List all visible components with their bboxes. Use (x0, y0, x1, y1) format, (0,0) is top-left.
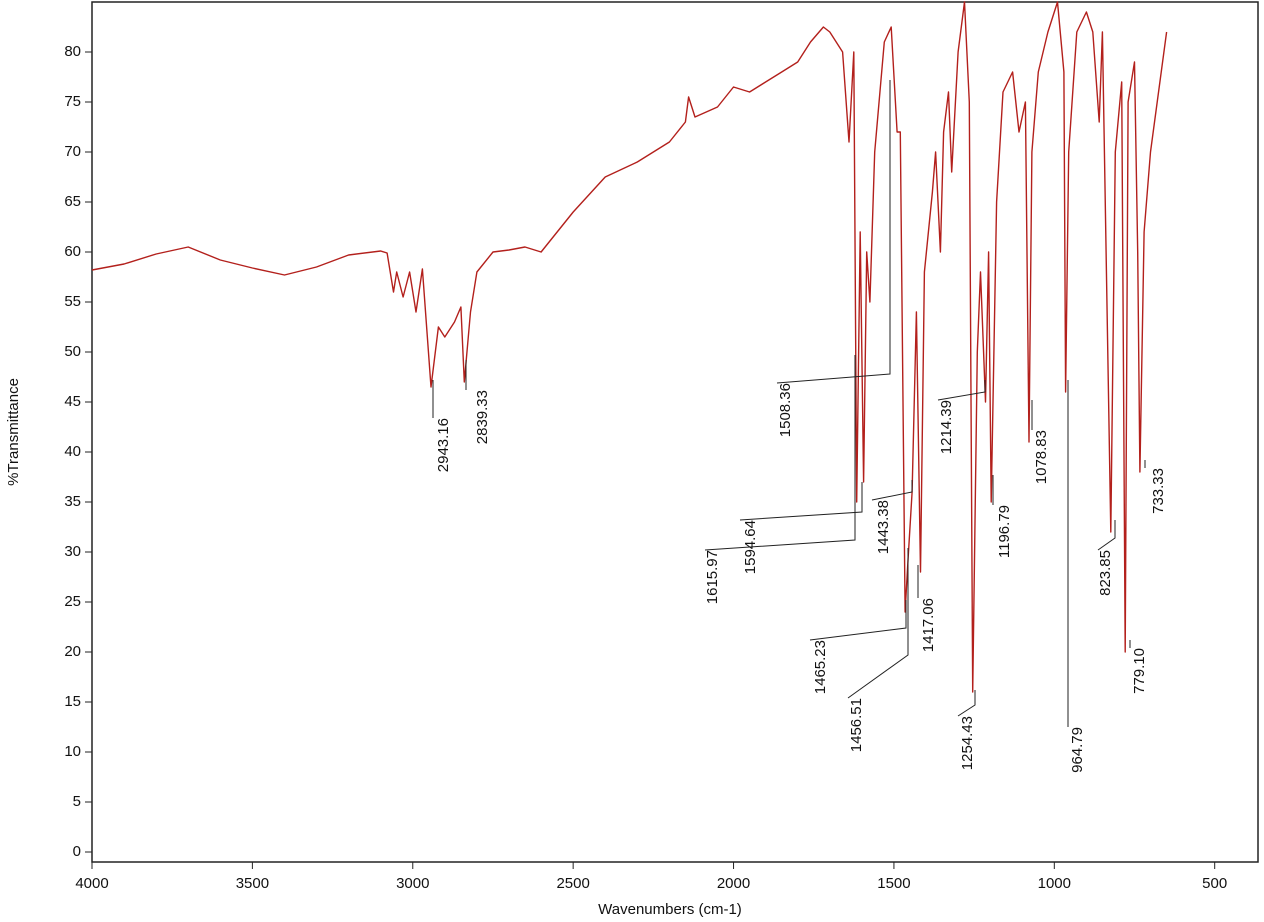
y-tick-label: 45 (64, 393, 81, 410)
y-tick-label: 20 (64, 643, 81, 660)
x-tick-label: 1000 (1038, 875, 1071, 892)
peak-label: 2839.33 (474, 390, 491, 444)
peak-label: 1254.43 (959, 716, 976, 770)
leader-line (739, 482, 863, 521)
y-tick-label: 25 (64, 593, 81, 610)
y-tick-label: 80 (64, 43, 81, 60)
x-tick-label: 2500 (556, 875, 589, 892)
x-tick-label: 3000 (396, 875, 429, 892)
peak-label: 1196.79 (996, 505, 1013, 558)
leader-line (871, 480, 913, 501)
peak-label: 1214.39 (938, 400, 955, 454)
x-tick-label: 4000 (75, 875, 108, 892)
leader-line (1097, 520, 1116, 551)
x-tick-label: 3500 (236, 875, 269, 892)
leader-line (847, 548, 909, 699)
peak-label: 823.85 (1097, 550, 1114, 596)
y-tick-label: 0 (73, 843, 81, 860)
y-tick-label: 70 (64, 143, 81, 160)
peak-label: 1443.38 (875, 500, 892, 554)
y-tick-label: 30 (64, 543, 81, 560)
peak-label: 1615.97 (704, 550, 721, 604)
y-tick-label: 75 (64, 93, 81, 110)
y-tick-label: 60 (64, 243, 81, 260)
y-tick-label: 55 (64, 293, 81, 310)
spectrum-line (91, 1, 1168, 693)
peak-label: 964.79 (1069, 727, 1086, 773)
y-tick-label: 5 (73, 793, 81, 810)
leader-line (937, 380, 986, 401)
peak-label: 733.33 (1150, 468, 1167, 514)
plot-frame (91, 1, 1259, 863)
x-tick-label: 1500 (877, 875, 910, 892)
leader-line (776, 80, 891, 384)
x-axis-label: Wavenumbers (cm-1) (598, 901, 742, 918)
peak-label: 1465.23 (812, 640, 829, 694)
x-tick-label: 500 (1202, 875, 1227, 892)
y-tick-label: 50 (64, 343, 81, 360)
leader-line (957, 690, 976, 717)
x-tick-label: 2000 (717, 875, 750, 892)
y-tick-label: 35 (64, 493, 81, 510)
y-tick-label: 15 (64, 693, 81, 710)
y-axis-label: %Transmittance (5, 378, 22, 486)
peak-label: 1508.36 (777, 383, 794, 437)
y-tick-label: 65 (64, 193, 81, 210)
peak-label: 779.10 (1131, 648, 1148, 694)
peak-label: 1594.64 (742, 520, 759, 574)
peak-label: 1078.83 (1033, 430, 1050, 484)
y-tick-label: 10 (64, 743, 81, 760)
peak-label: 1456.51 (848, 698, 865, 752)
y-tick-label: 40 (64, 443, 81, 460)
leader-line (704, 355, 856, 551)
peak-label: 2943.16 (435, 418, 452, 472)
peak-label: 1417.06 (920, 598, 937, 652)
leader-line (809, 600, 907, 641)
